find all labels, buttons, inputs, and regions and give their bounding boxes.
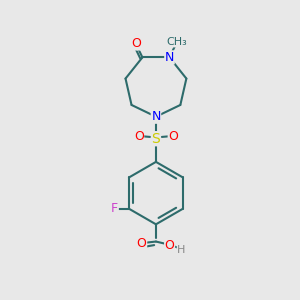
Text: H: H	[177, 245, 186, 256]
Text: S: S	[152, 132, 160, 146]
Text: O: O	[168, 130, 178, 143]
Text: N: N	[151, 110, 160, 123]
Text: N: N	[165, 51, 174, 64]
Text: O: O	[165, 238, 175, 252]
Text: F: F	[111, 202, 118, 215]
Text: O: O	[137, 237, 147, 250]
Text: CH₃: CH₃	[167, 37, 187, 47]
Text: O: O	[131, 37, 141, 50]
Text: O: O	[134, 130, 144, 143]
